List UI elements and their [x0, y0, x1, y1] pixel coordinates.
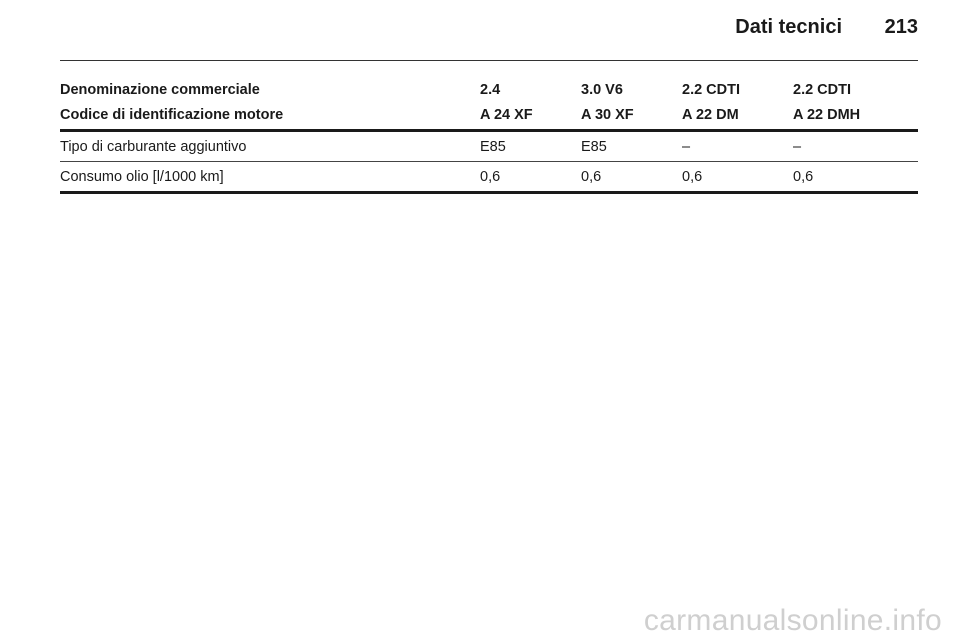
table-cell: A 22 DMH	[793, 101, 918, 132]
table-cell: 2.2 CDTI	[682, 81, 741, 98]
table-cell: E85	[581, 130, 682, 162]
table-cell: A 30 XF	[581, 101, 682, 132]
table-cell: 2.4	[480, 81, 501, 98]
table-row: Consumo olio [l/1000 km] 0,6 0,6 0,6 0,6	[60, 161, 918, 194]
table-cell: –	[682, 130, 793, 162]
table-cell: 3.0 V6	[581, 81, 623, 98]
table-header-row: Codice di identificazione motore A 24 XF…	[60, 101, 918, 132]
watermark-text: carmanualsonline.info	[643, 604, 942, 637]
table-row: Tipo di carburante aggiuntivo E85 E85 – …	[60, 130, 918, 162]
row-label: Consumo olio [l/1000 km]	[60, 161, 480, 194]
page-header-title: Dati tecnici	[735, 16, 842, 38]
header-divider	[60, 60, 918, 61]
table-cell: 0,6	[793, 161, 918, 194]
table-header-row: Denominazione commerciale 2.4 3.0 V6 2.2…	[60, 78, 918, 101]
table-cell: A 22 DM	[682, 101, 793, 132]
row-label: Codice di identificazione motore	[60, 101, 480, 132]
engine-specs-table: Denominazione commerciale 2.4 3.0 V6 2.2…	[60, 78, 918, 194]
table-cell: A 24 XF	[480, 101, 581, 132]
table-cell: E85	[480, 130, 581, 162]
table-cell: 0,6	[682, 161, 793, 194]
row-label: Denominazione commerciale	[60, 81, 260, 98]
table-cell: 0,6	[480, 161, 581, 194]
table-cell: 0,6	[581, 161, 682, 194]
table-cell: 2.2 CDTI	[793, 81, 852, 98]
page-number: 213	[884, 16, 918, 38]
table-cell: –	[793, 130, 918, 162]
row-label: Tipo di carburante aggiuntivo	[60, 130, 480, 162]
